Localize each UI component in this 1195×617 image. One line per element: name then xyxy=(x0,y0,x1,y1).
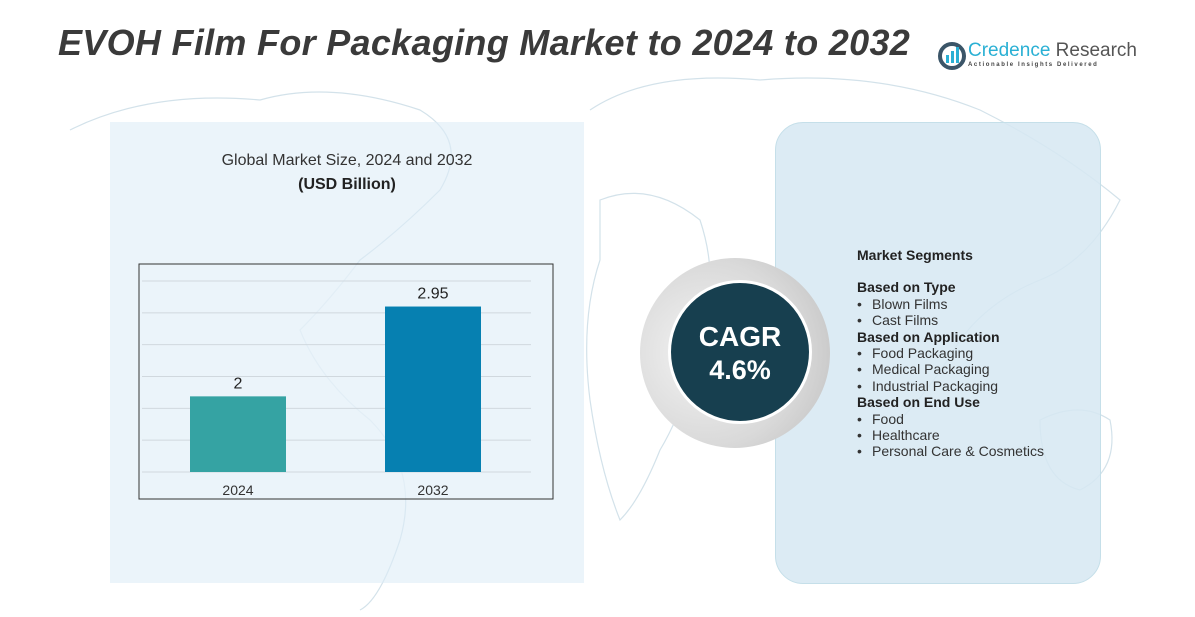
chart-unit: (USD Billion) xyxy=(298,176,396,193)
page-title: EVOH Film For Packaging Market to 2024 t… xyxy=(58,22,911,63)
segment-item: Blown Films xyxy=(857,296,1044,313)
segment-group-title: Based on End Use xyxy=(857,394,980,411)
segment-item: Personal Care & Cosmetics xyxy=(857,443,1044,460)
logo-chart-icon xyxy=(938,42,966,70)
x-tick-label: 2024 xyxy=(222,482,253,498)
segment-item: Industrial Packaging xyxy=(857,378,1044,395)
logo-tagline: Actionable Insights Delivered xyxy=(968,62,1099,68)
logo-name-part1: Credence xyxy=(968,40,1051,61)
market-segments: Market Segments Based on TypeBlown Films… xyxy=(857,247,1044,460)
segment-item: Food Packaging xyxy=(857,345,1044,362)
data-label: 2.95 xyxy=(417,286,448,303)
logo-name-part2: Research xyxy=(1050,40,1137,61)
segments-heading: Market Segments xyxy=(857,247,973,263)
chart-title: Global Market Size, 2024 and 2032 xyxy=(221,152,473,169)
segment-item: Healthcare xyxy=(857,427,1044,444)
bar-2032 xyxy=(385,306,481,472)
credence-research-logo: Credence Research Actionable Insights De… xyxy=(938,40,1137,74)
segment-group-title: Based on Application xyxy=(857,328,1000,345)
cagr-value: 4.6% xyxy=(709,355,771,385)
data-label: 2 xyxy=(234,375,243,392)
cagr-badge: CAGR 4.6% xyxy=(668,280,812,424)
bar-2024 xyxy=(190,396,286,472)
x-tick-label: 2032 xyxy=(417,482,448,498)
segment-group-title: Based on Type xyxy=(857,279,956,296)
segment-item: Medical Packaging xyxy=(857,361,1044,378)
cagr-label: CAGR xyxy=(698,321,782,352)
segment-item: Food xyxy=(857,411,1044,428)
segment-item: Cast Films xyxy=(857,312,1044,329)
